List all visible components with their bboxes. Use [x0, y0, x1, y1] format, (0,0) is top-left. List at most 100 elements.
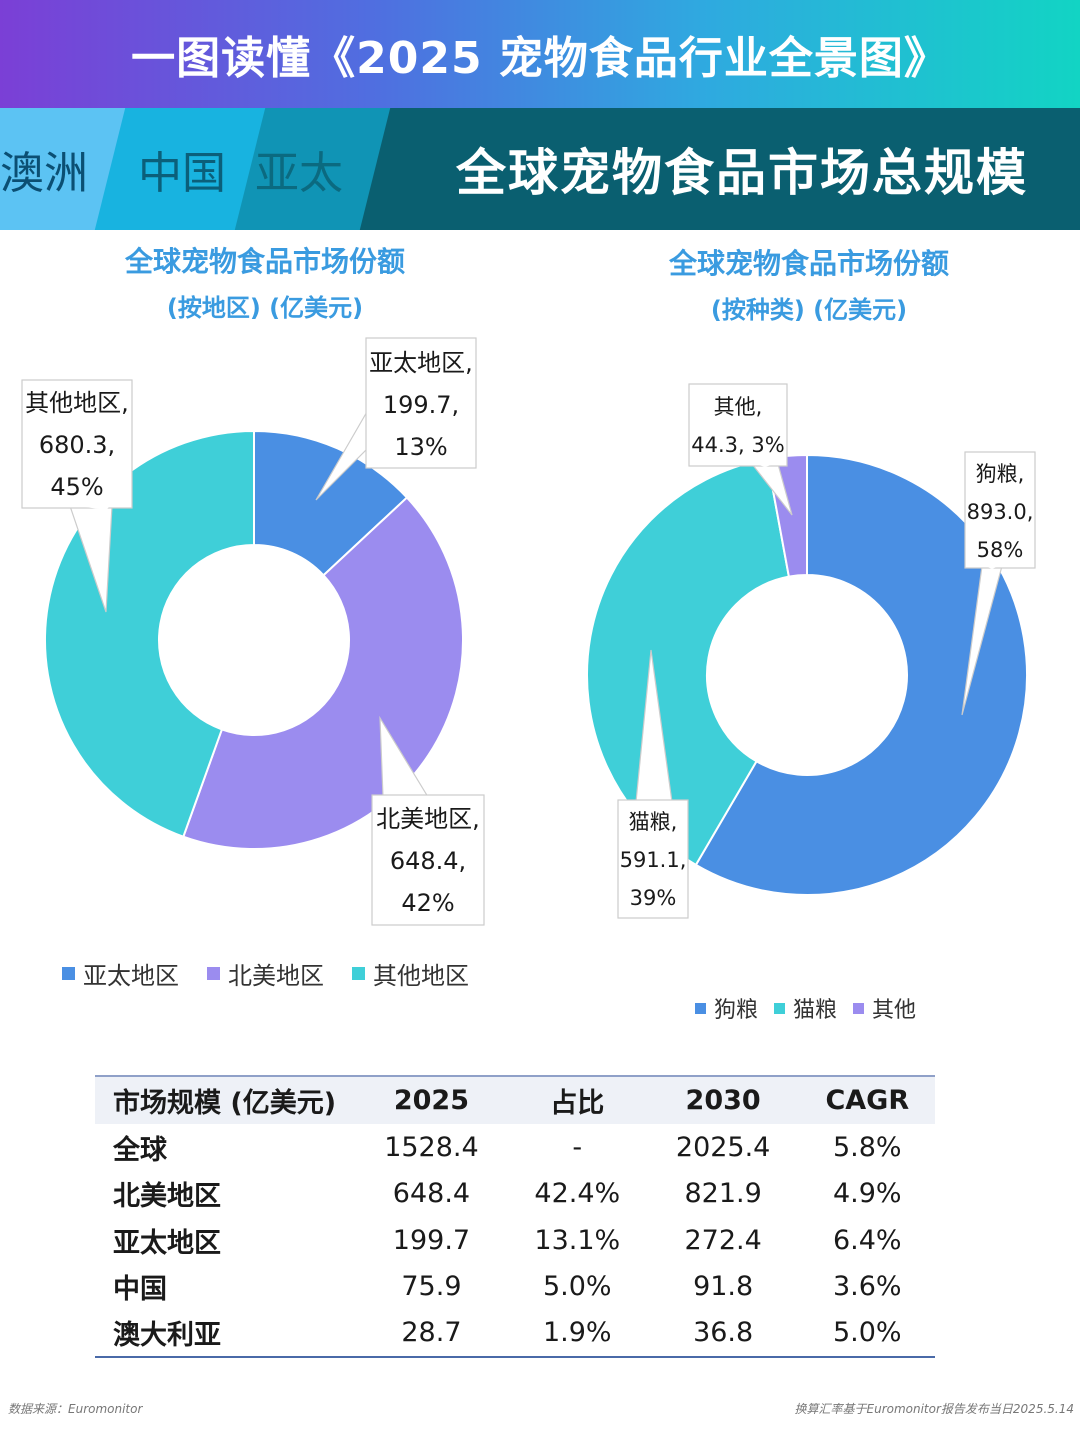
legend-item-north-america: 北美地区 — [207, 956, 324, 991]
type-chart-title-block: 全球宠物食品市场份额 (按种类) (亿美元) — [604, 242, 1014, 325]
type-legend: 狗粮 猫粮 其他 — [695, 992, 932, 1024]
legend-swatch — [352, 967, 365, 980]
table-cell: 北美地区 — [113, 1181, 221, 1213]
label-dog-food-box — [964, 451, 1036, 569]
label-asia-pacific-box — [365, 337, 477, 469]
label-cat-food-join — [637, 801, 671, 805]
table-row: 中国 75.9 5.0% 91.8 3.6% — [95, 1264, 935, 1311]
table-header-cell: 2025 — [393, 1085, 470, 1116]
table-header-row: 市场规模 (亿美元) 2025 占比 2030 CAGR — [95, 1076, 935, 1124]
table-cell: 28.7 — [355, 1310, 508, 1358]
section-title: 全球宠物食品市场总规模 — [456, 144, 1028, 202]
table-header-cell: 占比 — [550, 1088, 605, 1119]
table-cell: 5.8% — [832, 1131, 902, 1163]
label-other-regions-join — [71, 505, 111, 510]
legend-label: 猫粮 — [793, 998, 838, 1023]
table-row: 北美地区 648.4 42.4% 821.9 4.9% — [95, 1171, 935, 1218]
footer-source: 数据来源：Euromonitor — [8, 1402, 143, 1416]
type-slice-1 — [586, 457, 791, 867]
label-dog-food-line-2: 58% — [977, 538, 1024, 562]
label-cat-food-box — [617, 799, 689, 919]
label-other-regions-line-0: 其他地区, — [25, 389, 129, 417]
label-other-join — [753, 463, 777, 467]
label-north-america-line-0: 北美地区, — [376, 805, 480, 833]
label-other-line-0: 其他, — [714, 395, 763, 419]
table-cell: 91.8 — [693, 1271, 754, 1303]
label-other-regions-line-1: 680.3, — [39, 431, 115, 459]
label-asia-pacific-line-2: 13% — [394, 433, 447, 461]
label-dog-food-line-0: 狗粮, — [976, 462, 1025, 486]
type-chart-title: 全球宠物食品市场份额 — [668, 247, 949, 280]
table-cell: 1528.4 — [384, 1131, 479, 1163]
legend-item-cat-food: 猫粮 — [774, 992, 837, 1024]
table-cell: 亚太地区 — [113, 1227, 221, 1259]
legend-swatch — [695, 1002, 706, 1014]
label-north-america-line-1: 648.4, — [390, 847, 466, 875]
market-size-table: 市场规模 (亿美元) 2025 占比 2030 CAGR 全球 1528.4 -… — [95, 1075, 935, 1358]
label-north-america-box — [371, 794, 485, 926]
table-cell: 75.9 — [401, 1271, 462, 1303]
label-cat-food-line-2: 39% — [630, 886, 677, 910]
table-header-cell: 2030 — [685, 1085, 761, 1116]
label-cat-food-line-1: 591.1, — [620, 848, 687, 872]
region-chart-subtitle: (按地区) (亿美元) — [166, 294, 364, 322]
banner-title: 一图读懂《2025 宠物食品行业全景图》 — [131, 33, 949, 84]
label-asia-pacific-join — [367, 411, 372, 447]
label-other-regions-box — [21, 379, 133, 509]
label-north-america-line-2: 42% — [401, 889, 454, 917]
label-asia-pacific-line-0: 亚太地区, — [369, 349, 473, 377]
table-cell: 1.9% — [507, 1310, 647, 1358]
table-cell: 中国 — [113, 1274, 167, 1306]
table-cell: 2025.4 — [675, 1131, 771, 1163]
label-other-box — [688, 383, 788, 467]
donut-charts: 其他地区, 680.3, 45% 亚太地区, 199.7, 13% 北美地区, 648.4, 4… — [21, 337, 1036, 926]
table-row: 全球 1528.4 - 2025.4 5.8% — [95, 1124, 935, 1171]
table-cell: 澳大利亚 — [95, 1310, 355, 1358]
table-cell: 6.4% — [832, 1224, 902, 1256]
table-row: 澳大利亚 28.7 1.9% 36.8 5.0% — [95, 1310, 935, 1358]
legend-label: 亚太地区 — [83, 962, 179, 990]
table-cell: 36.8 — [646, 1310, 800, 1358]
legend-label: 其他 — [872, 998, 917, 1023]
label-cat-food-line-0: 猫粮, — [629, 810, 678, 834]
legend-item-asia-pacific: 亚太地区 — [62, 956, 179, 991]
table-row: 亚太地区 199.7 13.1% 272.4 6.4% — [95, 1217, 935, 1264]
table-header-cell: 市场规模 (亿美元) — [113, 1088, 337, 1119]
table-cell: - — [572, 1131, 583, 1163]
legend-swatch — [853, 1002, 865, 1014]
label-dog-food-line-1: 893.0, — [967, 500, 1034, 524]
table-cell: 199.7 — [392, 1224, 471, 1256]
table-cell: 5.0% — [542, 1271, 612, 1303]
legend-swatch — [774, 1002, 786, 1014]
region-tab-bar: 澳洲 亚太 中国 — [0, 108, 1080, 230]
legend-item-other: 其他 — [853, 992, 916, 1024]
legend-label: 北美地区 — [228, 962, 324, 990]
table-cell: 5.0% — [799, 1310, 935, 1358]
table-cell: 821.9 — [684, 1178, 762, 1210]
footer-note: 换算汇率基于Euromonitor报告发布当日2025.5.14 — [794, 1402, 1075, 1416]
legend-item-dog-food: 狗粮 — [695, 992, 758, 1024]
legend-label: 狗粮 — [714, 998, 759, 1023]
region-chart-title-block: 全球宠物食品市场份额 (按地区) (亿美元) — [65, 240, 465, 323]
label-dog-food-join — [983, 565, 1001, 569]
table-cell: 272.4 — [684, 1224, 762, 1256]
table-cell: 42.4% — [534, 1178, 621, 1210]
table-cell: 13.1% — [534, 1224, 621, 1256]
table-header-cell: CAGR — [825, 1085, 910, 1116]
table-cell: 3.6% — [832, 1271, 902, 1303]
legend-swatch — [62, 967, 75, 980]
label-north-america-join — [384, 796, 427, 800]
label-asia-pacific-line-1: 199.7, — [383, 391, 459, 419]
legend-swatch — [207, 967, 220, 980]
table-cell: 648.4 — [392, 1178, 471, 1210]
label-other-regions-line-2: 45% — [50, 473, 103, 501]
legend-item-other-regions: 其他地区 — [352, 956, 469, 991]
table-cell: 全球 — [113, 1134, 167, 1166]
banner: 一图读懂《2025 宠物食品行业全景图》 — [0, 0, 1080, 108]
region-legend: 亚太地区 北美地区 其他地区 — [62, 956, 497, 991]
region-chart-title: 全球宠物食品市场份额 — [124, 245, 405, 278]
type-chart-subtitle: (按种类) (亿美元) — [710, 296, 908, 324]
label-other-line-1: 44.3, 3% — [691, 433, 784, 457]
table-cell: 4.9% — [832, 1178, 902, 1210]
legend-label: 其他地区 — [373, 962, 469, 990]
